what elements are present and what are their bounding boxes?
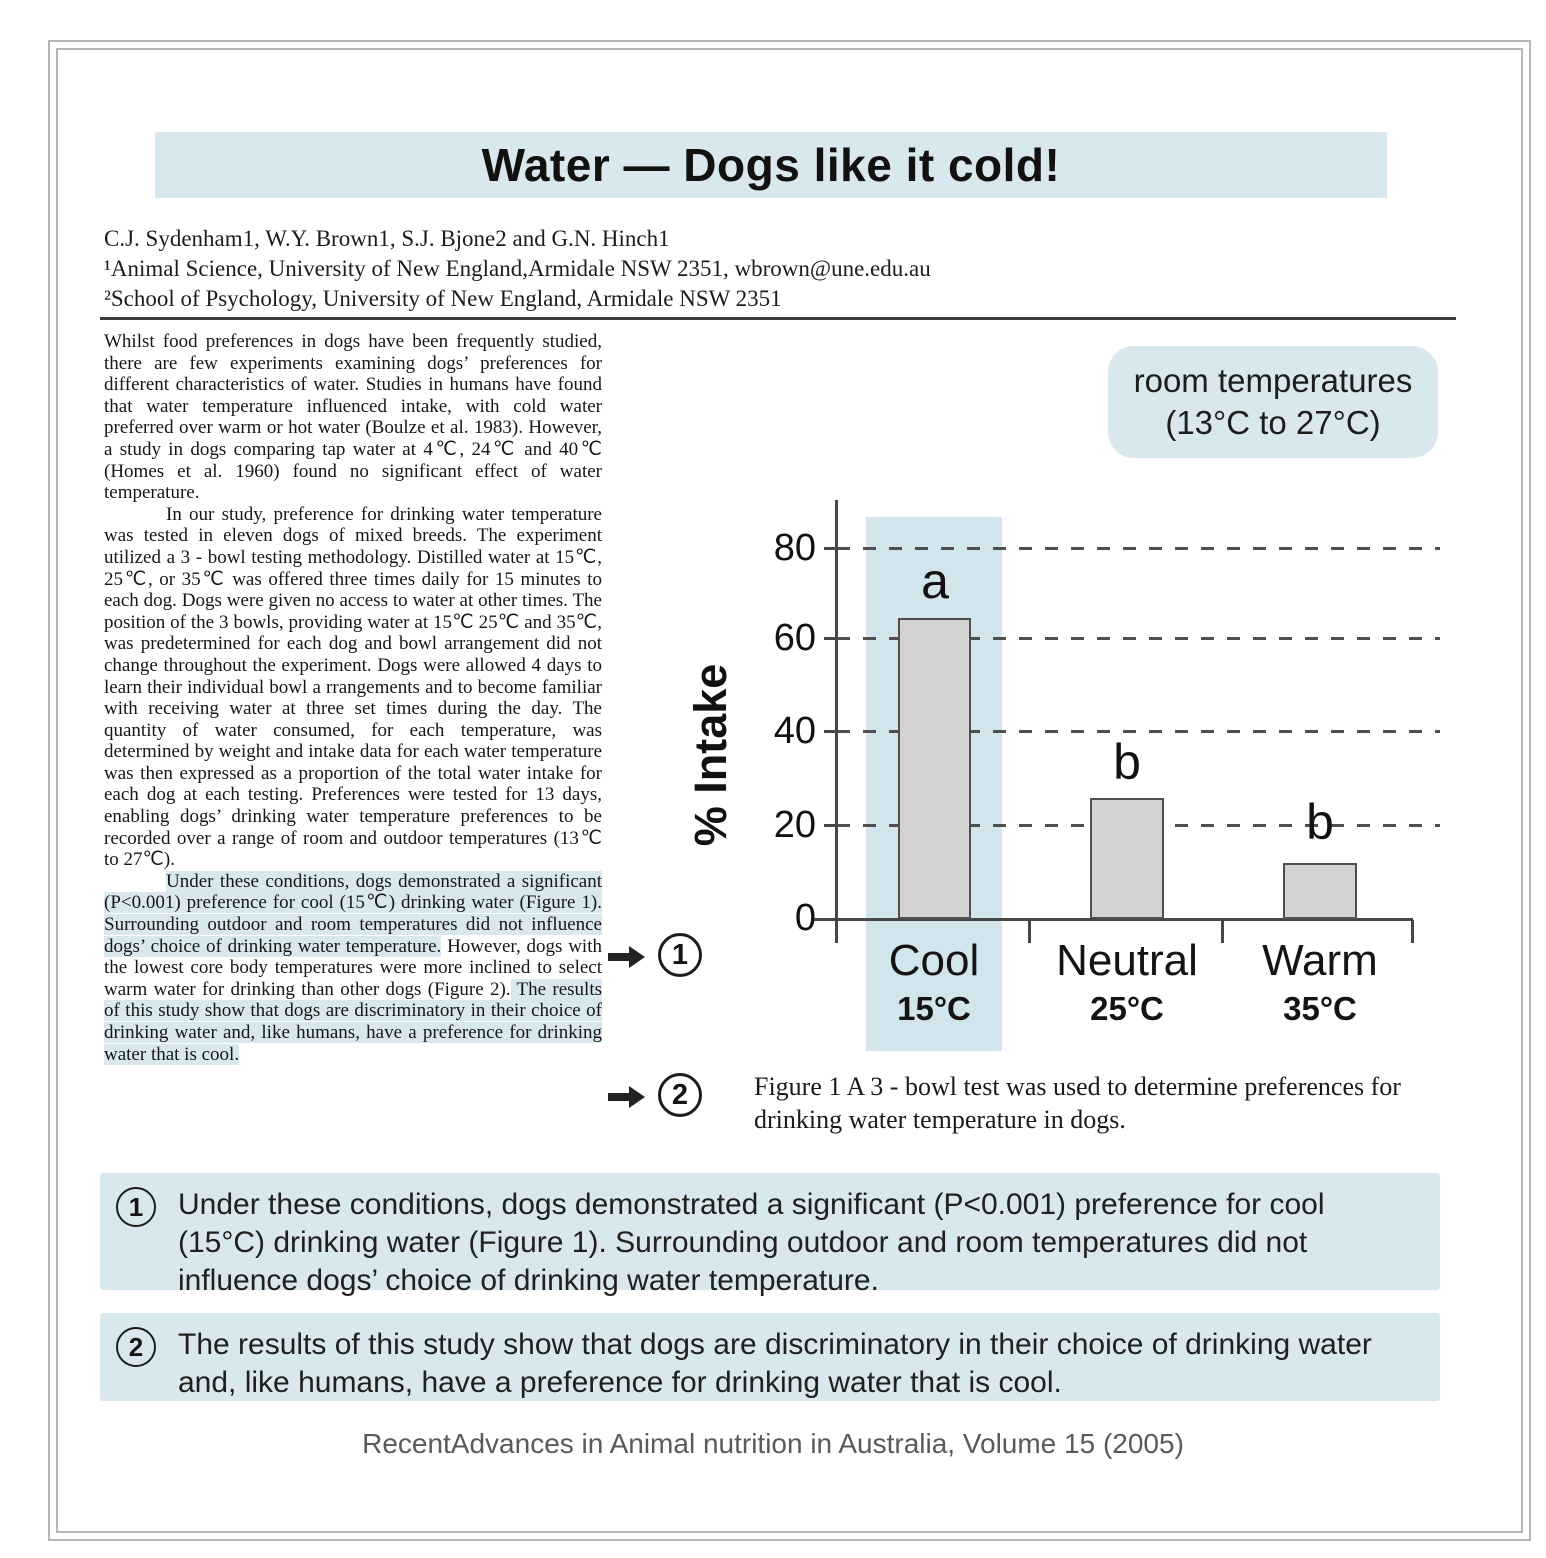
x-tick-neutral-warm [1221,920,1224,943]
citation-footer: RecentAdvances in Animal nutrition in Au… [362,1428,1184,1459]
temp-label-neutral: 25°C [1090,990,1164,1027]
paragraph-3-middle: However, dogs with the lowest core body … [104,935,602,1000]
figure-caption: Figure 1 A 3 - bowl test was used to det… [754,1072,1401,1134]
bar-neutral [1090,798,1164,919]
article-text-column: Whilst food preferences in dogs have bee… [104,331,602,1065]
divider-rule [100,317,1456,320]
y-tick-label-40: 40 [773,710,816,752]
y-tick-60 [824,637,837,640]
callout-1-text: Under these conditions, dogs demonstrate… [178,1188,1325,1297]
sig-label-neutral: b [1113,734,1141,790]
callout-2-text: The results of this study show that dogs… [178,1328,1372,1399]
bar-warm [1283,863,1357,919]
bar-cool [898,618,971,919]
y-axis-title: % Intake [685,663,736,847]
paragraph-2: In our study, preference for drinking wa… [104,503,602,871]
y-tick-label-80: 80 [773,527,816,569]
gridline-40 [837,730,1440,733]
y-tick-label-60: 60 [773,617,816,659]
room-temperature-annotation: room temperatures (13°C to 27°C) [1108,346,1438,458]
x-tick-left [835,920,838,943]
callout-2-number: 2 [116,1327,156,1367]
affiliation-1: ¹Animal Science, University of New Engla… [104,256,931,281]
paragraph-3: Under these conditions, dogs demonstrate… [104,870,602,1065]
callout-1-number: 1 [116,1187,156,1227]
y-tick-20 [824,824,837,827]
y-tick-40 [824,730,837,733]
x-axis-line [814,918,1413,921]
sig-label-warm: b [1306,794,1334,850]
callout-box-2: 2 The results of this study show that do… [100,1313,1440,1401]
sig-label-cool: a [921,553,949,609]
y-tick-label-20: 20 [773,804,816,846]
authors-line: C.J. Sydenham1, W.Y. Brown1, S.J. Bjone2… [104,226,670,251]
circled-number-1: 1 [658,933,702,977]
room-temperature-line1: room temperatures [1133,362,1413,399]
y-tick-80 [824,547,837,550]
arrow-icon [608,1086,645,1108]
title-banner: Water — Dogs like it cold! [155,132,1387,198]
room-temperature-line2: (13°C to 27°C) [1165,404,1381,441]
y-tick-label-0: 0 [794,897,816,939]
page-border-outer [48,40,1531,1541]
y-axis-line [835,500,838,942]
gridline-60 [837,637,1440,640]
x-tick-right [1411,920,1414,943]
arrow-icon [608,946,645,968]
circled-number-2: 2 [658,1073,702,1117]
temp-label-warm: 35°C [1283,990,1357,1027]
page-title: Water — Dogs like it cold! [481,139,1061,191]
category-label-cool: Cool [888,936,980,985]
category-label-warm: Warm [1262,936,1378,985]
gridline-80 [837,547,1440,550]
temp-label-cool: 15°C [897,990,971,1027]
x-tick-cool-neutral [1028,920,1031,943]
callout-box-1: 1 Under these conditions, dogs demonstra… [100,1173,1440,1297]
category-label-neutral: Neutral [1056,936,1198,985]
paragraph-1: Whilst food preferences in dogs have bee… [104,331,602,504]
page-border-inner [56,48,1523,1533]
author-block: C.J. Sydenham1, W.Y. Brown1, S.J. Bjone2… [104,224,1104,314]
affiliation-2: ²School of Psychology, University of New… [104,286,782,311]
